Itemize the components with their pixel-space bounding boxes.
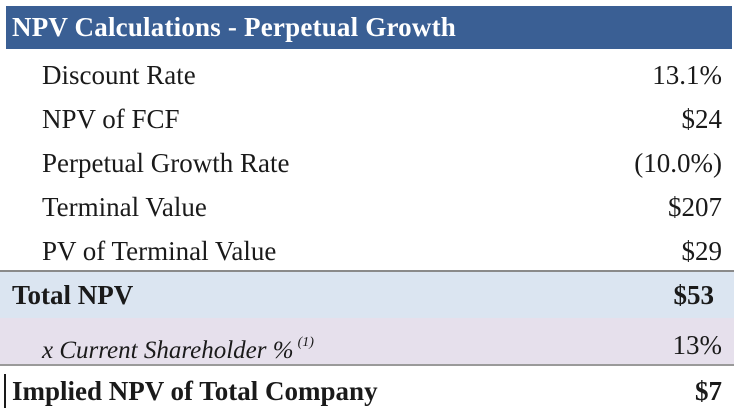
row-label: Discount Rate — [42, 60, 196, 90]
row-value: $24 — [681, 104, 723, 134]
total-npv-value: $53 — [673, 280, 715, 310]
current-shareholder-label-text: x Current Shareholder % — [42, 337, 294, 364]
table-row-discount-rate: Discount Rate 13.1% — [0, 52, 742, 96]
left-border-line — [4, 374, 6, 408]
table-row-terminal-value: Terminal Value $207 — [0, 184, 742, 228]
row-label: Terminal Value — [42, 192, 207, 222]
row-value: (10.0%) — [634, 148, 722, 178]
table-title: NPV Calculations - Perpetual Growth — [6, 6, 732, 49]
row-value: $207 — [668, 192, 722, 222]
implied-npv-row: Implied NPV of Total Company $7 — [0, 368, 742, 414]
current-shareholder-value: 13% — [672, 330, 723, 360]
current-shareholder-row: x Current Shareholder % (1) 13% — [0, 318, 734, 366]
footnote-marker: (1) — [297, 335, 314, 350]
total-npv-row: Total NPV $53 — [0, 270, 734, 318]
row-label: NPV of FCF — [42, 104, 180, 134]
row-value: $29 — [681, 236, 723, 266]
table-row-perpetual-growth-rate: Perpetual Growth Rate (10.0%) — [0, 140, 742, 184]
total-npv-label: Total NPV — [12, 280, 134, 310]
implied-npv-value: $7 — [695, 376, 722, 406]
row-label: Perpetual Growth Rate — [42, 148, 290, 178]
row-label: PV of Terminal Value — [42, 236, 277, 266]
implied-npv-label: Implied NPV of Total Company — [12, 376, 378, 406]
table-row-npv-of-fcf: NPV of FCF $24 — [0, 96, 742, 140]
current-shareholder-label: x Current Shareholder % (1) — [42, 326, 314, 368]
row-value: 13.1% — [652, 60, 722, 90]
table-row-pv-of-terminal-value: PV of Terminal Value $29 — [0, 228, 742, 272]
